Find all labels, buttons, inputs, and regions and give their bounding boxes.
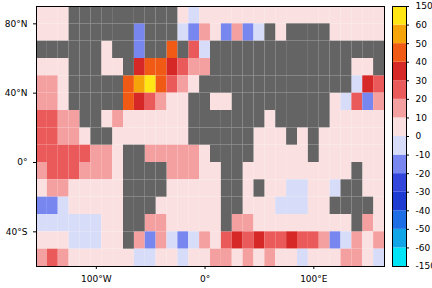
svg-text:100°W: 100°W xyxy=(81,274,112,284)
svg-text:10: 10 xyxy=(416,113,428,123)
svg-text:-30: -30 xyxy=(416,187,431,197)
svg-text:-150: -150 xyxy=(416,261,432,271)
svg-text:80°N: 80°N xyxy=(5,19,28,29)
svg-text:150: 150 xyxy=(416,1,432,11)
svg-text:-60: -60 xyxy=(416,243,431,253)
svg-text:30: 30 xyxy=(416,76,428,86)
svg-text:0°: 0° xyxy=(17,157,27,167)
svg-text:50: 50 xyxy=(416,39,428,49)
svg-text:100°E: 100°E xyxy=(300,274,328,284)
svg-text:-20: -20 xyxy=(416,169,431,179)
svg-text:20: 20 xyxy=(416,94,428,104)
svg-text:0: 0 xyxy=(416,131,422,141)
svg-text:0°: 0° xyxy=(200,274,210,284)
svg-text:40°S: 40°S xyxy=(6,227,28,237)
svg-text:60: 60 xyxy=(416,20,428,30)
svg-text:-50: -50 xyxy=(416,224,431,234)
svg-text:-40: -40 xyxy=(416,206,431,216)
svg-text:-10: -10 xyxy=(416,150,431,160)
svg-text:40: 40 xyxy=(416,57,428,67)
svg-text:40°N: 40°N xyxy=(5,88,28,98)
